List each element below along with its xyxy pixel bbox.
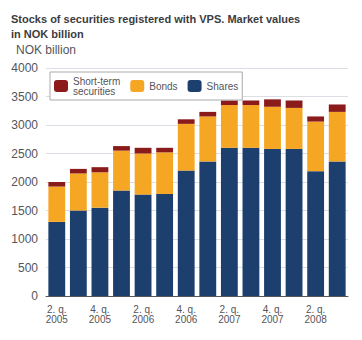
svg-text:securities: securities — [73, 86, 115, 97]
svg-text:500: 500 — [18, 261, 38, 275]
svg-text:4. q.: 4. q. — [176, 303, 196, 315]
svg-text:1500: 1500 — [11, 204, 38, 218]
svg-text:2. q.: 2. q. — [47, 303, 67, 315]
svg-text:2. q.: 2. q. — [305, 303, 326, 315]
svg-text:2006: 2006 — [175, 314, 198, 325]
svg-text:2006: 2006 — [132, 314, 155, 325]
svg-text:NOK billion: NOK billion — [16, 43, 76, 57]
svg-text:2500: 2500 — [11, 147, 38, 161]
svg-text:2005: 2005 — [89, 314, 112, 325]
svg-text:2. q.: 2. q. — [133, 303, 153, 315]
svg-text:1000: 1000 — [11, 232, 38, 246]
svg-text:2008: 2008 — [305, 314, 328, 325]
svg-text:4. q.: 4. q. — [262, 303, 283, 315]
svg-text:2000: 2000 — [11, 175, 38, 189]
svg-text:Stocks of securities registere: Stocks of securities registered with VPS… — [11, 13, 300, 25]
svg-text:3500: 3500 — [11, 90, 38, 104]
svg-text:2. q.: 2. q. — [219, 303, 240, 315]
svg-text:in NOK billion: in NOK billion — [11, 28, 84, 40]
svg-text:Shares: Shares — [207, 81, 239, 92]
svg-text:0: 0 — [31, 289, 38, 303]
svg-text:2007: 2007 — [218, 314, 241, 325]
svg-text:2007: 2007 — [261, 314, 284, 325]
svg-text:3000: 3000 — [11, 118, 38, 132]
svg-text:Bonds: Bonds — [149, 81, 177, 92]
svg-text:2005: 2005 — [46, 314, 69, 325]
svg-text:4. q.: 4. q. — [90, 303, 110, 315]
svg-text:Short-term: Short-term — [73, 75, 121, 87]
svg-text:4000: 4000 — [11, 61, 38, 75]
